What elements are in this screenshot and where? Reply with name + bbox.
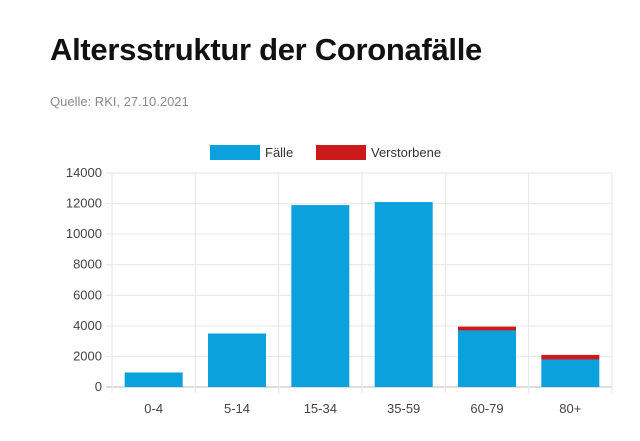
legend-swatch-0[interactable] [210,145,260,160]
chart-title: Altersstruktur der Coronafälle [50,32,482,67]
y-tick-label: 14000 [66,165,102,180]
x-tick-label: 0-4 [144,401,163,416]
legend-label-0[interactable]: Fälle [265,145,293,160]
x-tick-label: 15-34 [304,401,337,416]
chart-source: Quelle: RKI, 27.10.2021 [50,94,189,109]
x-axis: 0-4 5-14 15-34 35-59 60-79 80+ [144,401,581,416]
bar-verstorbene-60-79[interactable] [458,326,516,331]
y-tick-label: 4000 [73,318,102,333]
legend-label-1[interactable]: Verstorbene [371,145,441,160]
legend: Fälle Verstorbene [210,145,441,160]
bar-verstorbene-80+[interactable] [541,354,600,360]
bars [124,202,600,388]
y-tick-label: 0 [95,379,102,394]
y-axis: 0 2000 4000 6000 8000 10000 12000 14000 [66,165,102,394]
bar-faelle-60-79[interactable] [458,330,516,387]
x-tick-label: 5-14 [224,401,250,416]
y-tick-label: 6000 [73,287,102,302]
y-tick-label: 8000 [73,257,102,272]
y-tick-label: 2000 [73,348,102,363]
legend-swatch-1[interactable] [316,145,366,160]
y-tick-label: 12000 [66,196,102,211]
bar-faelle-5-14[interactable] [208,333,266,388]
bar-faelle-80+[interactable] [541,359,600,387]
bar-faelle-15-34[interactable] [291,205,350,387]
x-tick-label: 80+ [559,401,581,416]
y-tick-label: 10000 [66,226,102,241]
x-tick-label: 60-79 [470,401,503,416]
x-tick-label: 35-59 [387,401,420,416]
bar-faelle-35-59[interactable] [374,202,433,387]
bar-faelle-0-4[interactable] [124,372,183,387]
gridlines [106,172,613,393]
